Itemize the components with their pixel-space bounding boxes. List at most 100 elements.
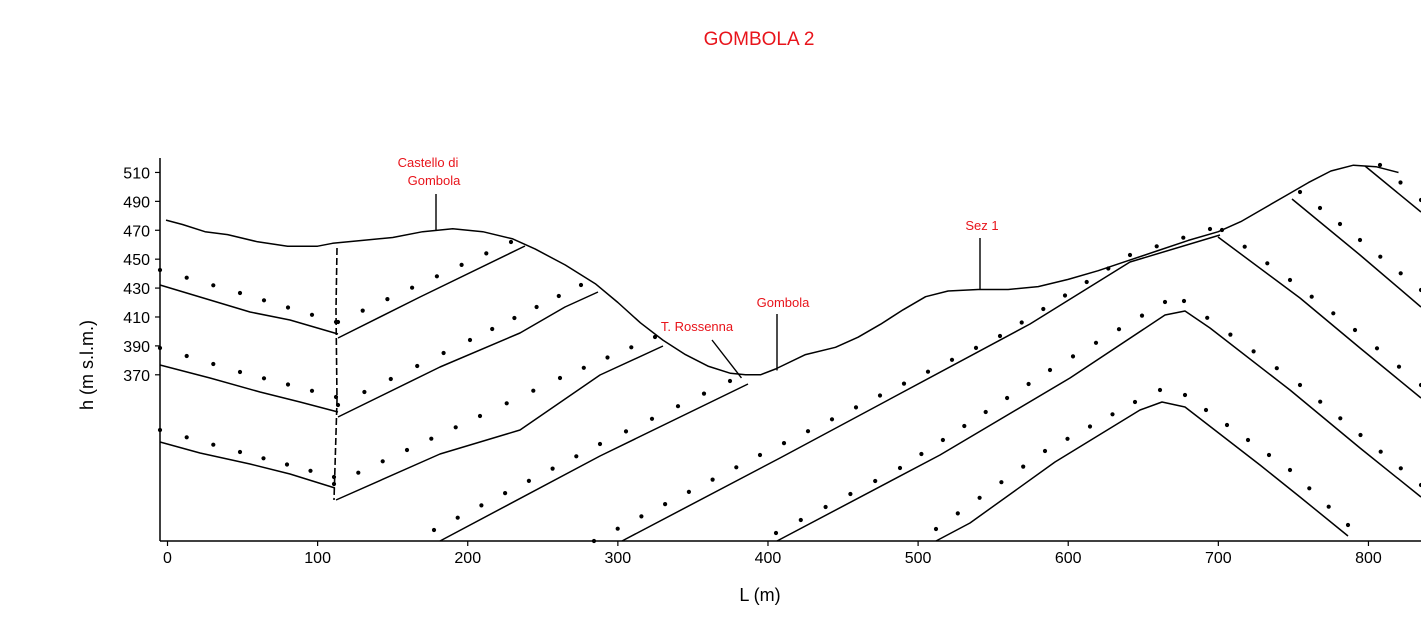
x-tick-label: 700	[1205, 550, 1232, 567]
bed-dot	[955, 511, 960, 516]
annotation-label: Castello di Gombola	[398, 155, 461, 231]
x-tick-label: 400	[755, 550, 782, 567]
bed-dot	[1418, 382, 1421, 388]
bed-dots	[933, 387, 1351, 532]
y-tick-label: 390	[123, 339, 150, 356]
bed-dots	[773, 298, 1421, 536]
bed-dot	[211, 361, 216, 367]
bed-dot	[1181, 235, 1186, 240]
bed-boundary	[1364, 165, 1421, 213]
bed-dot	[1157, 387, 1163, 393]
bed-dots	[157, 267, 339, 325]
bed-dot	[773, 530, 779, 536]
bed-dot	[853, 405, 859, 410]
bed-dot	[1207, 226, 1213, 232]
bed-dot	[1182, 392, 1188, 398]
bed-dot	[1287, 277, 1293, 283]
bed-dot	[284, 462, 290, 467]
topographic-profile	[165, 164, 1399, 376]
bed-dot	[901, 381, 907, 386]
x-tick-label: 0	[163, 550, 172, 567]
bed-dot	[556, 293, 561, 299]
bed-dot	[1337, 221, 1343, 227]
bed-dot	[597, 441, 603, 447]
leader-line	[711, 339, 743, 379]
bed-dot	[388, 376, 393, 382]
bed-dots	[331, 334, 658, 487]
bed-dot	[1065, 436, 1070, 441]
bed-dot	[308, 468, 313, 473]
bed-boundary	[935, 401, 1349, 542]
bed-dot	[1378, 449, 1383, 454]
bed-dot	[1245, 437, 1251, 443]
bed-dot	[211, 283, 216, 288]
annotation-label: Gombola	[757, 295, 810, 371]
bed-dot	[1154, 244, 1159, 249]
y-tick-label: 430	[123, 281, 150, 298]
bed-dot	[467, 337, 473, 343]
annotation-label: T. Rossenna	[661, 319, 743, 379]
bed-dot	[1127, 252, 1133, 258]
bed-dot	[997, 333, 1003, 339]
bed-dot	[1041, 306, 1046, 312]
bed-dot	[1139, 313, 1145, 318]
axes	[159, 158, 1421, 542]
y-tick-label: 410	[123, 310, 150, 327]
bed-dot	[360, 308, 365, 313]
bed-dot	[829, 417, 835, 422]
bed-boundary	[439, 383, 749, 542]
bed-dot	[261, 456, 266, 461]
bed-dot	[331, 474, 337, 480]
bed-dot	[757, 452, 763, 458]
annotation-text: T. Rossenna	[661, 319, 734, 334]
bed-dot	[1265, 261, 1270, 266]
bed-dot	[1047, 367, 1053, 373]
bed-dot	[1070, 354, 1076, 359]
bed-dot	[1224, 422, 1230, 428]
bed-boundary	[337, 291, 599, 418]
bed-dot	[550, 466, 555, 471]
x-axis-label: L (m)	[739, 585, 780, 605]
bed-dot	[1338, 416, 1343, 421]
bed-dot	[1116, 327, 1122, 332]
bed-dot	[1181, 298, 1187, 304]
bed-dot	[1418, 287, 1421, 293]
bed-dot	[1042, 448, 1048, 454]
bed-boundary	[337, 245, 526, 339]
bed-dot	[734, 465, 739, 470]
bed-dot	[574, 454, 579, 459]
bed-dot	[686, 489, 692, 494]
bed-dot	[157, 267, 163, 273]
bed-dot	[1132, 399, 1138, 405]
bed-dot	[919, 451, 924, 457]
bed-dot	[1005, 395, 1010, 401]
bed-dot	[1418, 482, 1421, 488]
bed-dot	[649, 416, 655, 421]
bed-dot	[652, 334, 658, 340]
y-tick-label: 470	[123, 223, 150, 240]
bed-dot	[805, 429, 811, 434]
bed-dot	[940, 437, 946, 443]
bed-dot	[459, 262, 464, 267]
bed-dot	[1418, 197, 1421, 203]
bed-dot	[1317, 205, 1323, 211]
bed-boundary	[159, 364, 339, 413]
bed-dots	[157, 345, 339, 400]
bed-dot	[453, 425, 458, 430]
bed-dot	[1062, 293, 1068, 298]
bed-dot	[848, 491, 853, 497]
bed-dot	[663, 502, 668, 507]
bed-boundary	[335, 345, 664, 501]
bed-dot	[1287, 467, 1293, 473]
bed-dot	[157, 345, 163, 351]
bed-dot	[1398, 271, 1403, 276]
bed-dot	[873, 478, 878, 484]
bed-boundary	[1217, 236, 1421, 399]
bed-dot	[410, 285, 415, 290]
bed-dot	[933, 526, 939, 532]
bed-dot	[798, 517, 803, 523]
bed-dot	[431, 527, 437, 533]
bed-dot	[356, 470, 361, 475]
bed-dots	[335, 239, 514, 325]
bed-dot	[977, 495, 982, 500]
